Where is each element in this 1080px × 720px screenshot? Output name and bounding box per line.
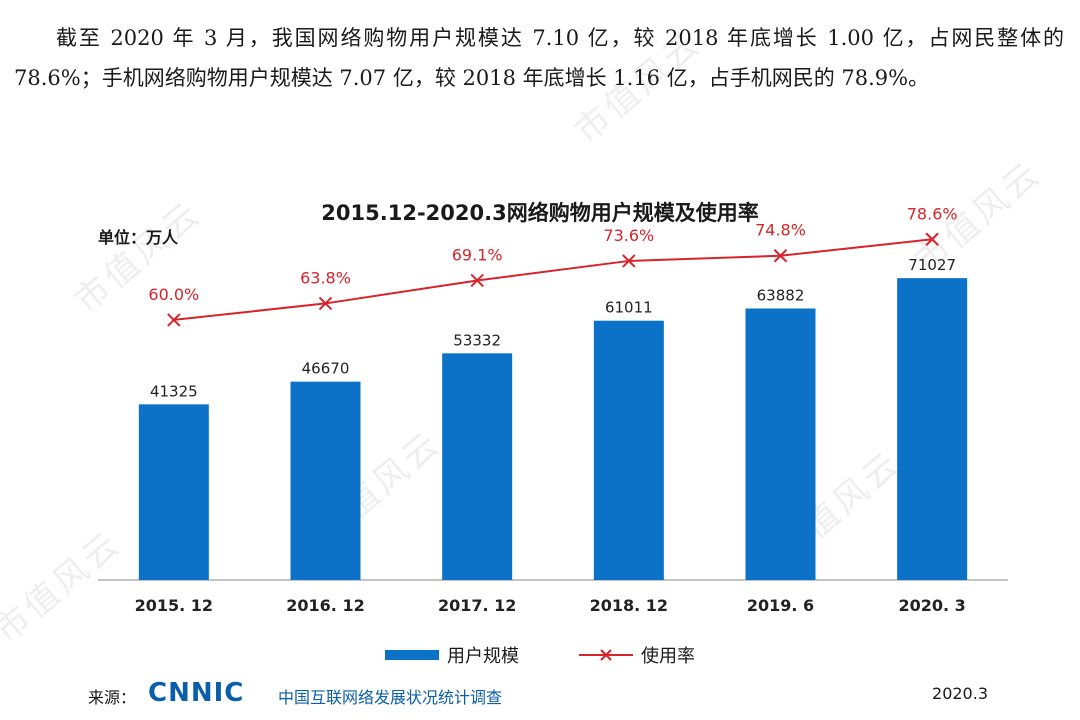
source-footer: 来源： CNNIC 中国互联网络发展状况统计调查 2020.3 bbox=[88, 678, 988, 710]
x-tick-label: 2019. 6 bbox=[747, 596, 814, 615]
bar-users bbox=[745, 308, 816, 580]
line-value-label: 73.6% bbox=[603, 226, 654, 245]
x-tick-label: 2018. 12 bbox=[590, 596, 668, 615]
bar-users bbox=[138, 404, 209, 580]
cnnic-logo: CNNIC bbox=[148, 678, 245, 708]
bar-value-label: 53332 bbox=[453, 331, 501, 349]
line-point-marker bbox=[167, 313, 181, 327]
chart-canvas: 41325 2015. 12 46670 2016. 12 53332 2017. 12 6… bbox=[98, 204, 1008, 615]
x-tick-label: 2015. 12 bbox=[135, 596, 213, 615]
bar-value-label: 63882 bbox=[757, 287, 805, 305]
bar-value-label: 46670 bbox=[302, 360, 350, 378]
x-tick-label: 2017. 12 bbox=[438, 596, 516, 615]
legend-label-users: 用户规模 bbox=[447, 646, 519, 667]
line-point-marker bbox=[318, 296, 333, 311]
chart-title: 2015.12-2020.3网络购物用户规模及使用率 bbox=[321, 201, 759, 225]
legend-line-swatch bbox=[579, 649, 633, 661]
chart-legend: 用户规模 使用率 bbox=[0, 642, 1080, 668]
bar-users bbox=[593, 320, 664, 580]
line-value-label: 60.0% bbox=[148, 285, 199, 304]
x-tick-label: 2020. 3 bbox=[899, 596, 966, 615]
bar-value-label: 71027 bbox=[908, 256, 956, 274]
source-label: 来源： bbox=[88, 688, 137, 707]
line-point-marker bbox=[622, 254, 636, 268]
legend-bar-swatch bbox=[385, 650, 439, 660]
legend-label-rate: 使用率 bbox=[641, 646, 695, 667]
bar-users bbox=[442, 353, 513, 580]
line-value-label: 69.1% bbox=[452, 245, 503, 264]
line-point-marker bbox=[470, 273, 484, 288]
bar-value-label: 41325 bbox=[150, 382, 198, 400]
line-usage-rate bbox=[173, 238, 933, 321]
line-point-marker bbox=[773, 249, 788, 263]
line-value-label: 63.8% bbox=[300, 268, 351, 287]
x-tick-label: 2016. 12 bbox=[286, 596, 364, 615]
line-value-label: 74.8% bbox=[755, 221, 806, 240]
legend-item-users: 用户规模 bbox=[385, 642, 519, 668]
bar-value-label: 61011 bbox=[605, 299, 653, 317]
source-date: 2020.3 bbox=[932, 684, 988, 703]
legend-item-rate: 使用率 bbox=[579, 642, 695, 668]
line-point-marker bbox=[925, 232, 939, 246]
source-org: 中国互联网络发展状况统计调查 bbox=[278, 688, 503, 707]
intro-text: 截至 2020 年 3 月，我国网络购物用户规模达 7.10 亿，较 2018 … bbox=[14, 26, 1064, 90]
bar-users bbox=[290, 381, 361, 580]
line-value-label: 78.6% bbox=[907, 204, 958, 223]
intro-paragraph: 截至 2020 年 3 月，我国网络购物用户规模达 7.10 亿，较 2018 … bbox=[14, 18, 1064, 98]
bar-users bbox=[897, 278, 968, 580]
unit-label: 单位：万人 bbox=[98, 228, 179, 247]
